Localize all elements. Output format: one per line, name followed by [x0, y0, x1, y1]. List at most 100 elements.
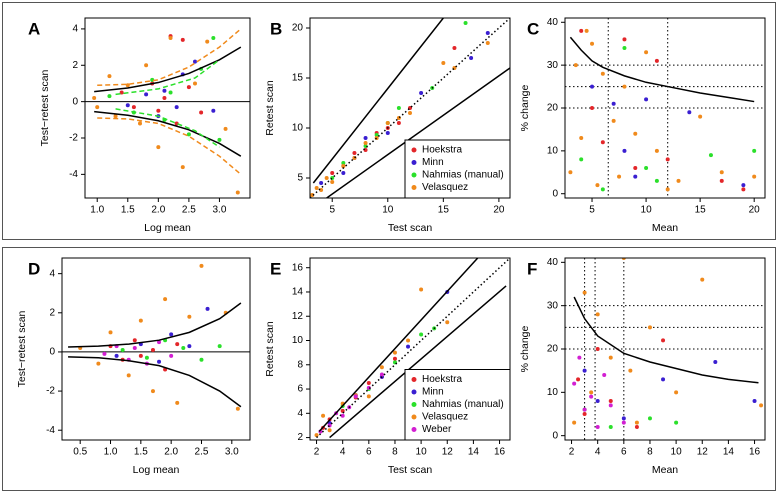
- x-tick-label: 6: [366, 447, 372, 458]
- point: [463, 21, 468, 25]
- point: [131, 105, 136, 110]
- fit-line: [68, 302, 242, 348]
- x-tick-label: 5: [329, 205, 335, 216]
- panel-letter: A: [28, 19, 40, 38]
- point: [719, 178, 724, 183]
- point: [392, 356, 397, 361]
- point: [419, 332, 424, 337]
- fit-line: [326, 67, 510, 198]
- legend-label: Velasquez: [422, 412, 468, 423]
- point: [114, 353, 119, 358]
- point: [235, 406, 240, 411]
- x-tick-label: 15: [695, 205, 707, 216]
- point: [647, 325, 652, 330]
- point: [469, 56, 474, 60]
- point: [600, 71, 605, 76]
- point: [144, 63, 149, 68]
- x-axis-label: Log mean: [144, 222, 191, 234]
- y-tick-label: 6: [297, 384, 303, 395]
- point: [379, 372, 384, 377]
- x-tick-label: 1.5: [134, 447, 148, 458]
- legend-marker: [411, 160, 417, 165]
- y-tick-label: 10: [292, 123, 304, 134]
- x-tick-label: 1.0: [104, 447, 118, 458]
- y-tick-label: 2: [49, 307, 55, 318]
- x-tick-label: 2: [569, 447, 575, 458]
- point: [608, 355, 613, 360]
- point: [132, 338, 137, 343]
- point: [95, 105, 100, 110]
- legend-box: [404, 369, 511, 441]
- x-tick-label: 16: [494, 447, 506, 458]
- point: [590, 84, 595, 89]
- x-tick-label: 4: [595, 447, 601, 458]
- point: [752, 399, 757, 403]
- fit-line: [97, 28, 242, 87]
- y-axis-label: % change: [519, 84, 531, 131]
- point: [752, 174, 757, 179]
- x-tick-label: 8: [647, 447, 653, 458]
- x-tick-label: 16: [749, 447, 761, 458]
- y-tick-label: 4: [297, 408, 303, 419]
- point: [644, 166, 649, 170]
- point: [385, 131, 390, 135]
- point: [665, 187, 670, 192]
- point: [661, 377, 666, 382]
- point: [169, 332, 174, 337]
- point: [187, 344, 192, 349]
- point: [590, 41, 595, 46]
- point: [186, 85, 191, 90]
- point: [374, 136, 379, 140]
- point: [579, 157, 584, 162]
- point: [445, 320, 450, 325]
- point: [622, 37, 627, 42]
- fit-line: [573, 296, 759, 384]
- point: [138, 121, 142, 126]
- x-axis-label: Mean: [652, 222, 678, 234]
- point: [319, 181, 324, 185]
- y-tick-label: 10: [292, 335, 304, 346]
- point: [235, 190, 240, 195]
- point: [572, 420, 577, 425]
- plot-area: [314, 258, 510, 439]
- x-tick-label: 14: [723, 447, 735, 458]
- point: [647, 416, 652, 421]
- point: [314, 433, 319, 438]
- point: [211, 36, 216, 40]
- point: [341, 164, 346, 168]
- point: [102, 351, 107, 356]
- point: [327, 423, 332, 428]
- point: [132, 346, 137, 351]
- point: [193, 81, 197, 86]
- point: [314, 186, 319, 190]
- fit-line: [312, 18, 444, 184]
- legend-marker: [411, 147, 417, 153]
- point: [396, 116, 401, 120]
- point: [175, 400, 180, 405]
- point: [186, 132, 191, 137]
- plot-area: [62, 263, 250, 411]
- panel-letter: E: [270, 259, 281, 278]
- point: [341, 171, 346, 175]
- point: [577, 355, 582, 360]
- point: [113, 114, 118, 119]
- y-tick-label: 20: [292, 23, 304, 34]
- y-tick-label: 0: [49, 347, 55, 358]
- point: [584, 28, 589, 33]
- point: [622, 148, 627, 153]
- point: [119, 90, 124, 95]
- point: [353, 394, 358, 399]
- point: [708, 153, 713, 158]
- y-tick-label: 8: [297, 359, 303, 370]
- x-tick-label: 2: [314, 447, 320, 458]
- point: [406, 344, 411, 349]
- point: [144, 355, 149, 360]
- legend-box: [404, 139, 511, 199]
- y-tick-label: -4: [69, 169, 78, 180]
- point: [223, 126, 228, 131]
- point: [621, 416, 626, 421]
- point: [634, 420, 639, 425]
- point: [759, 403, 764, 408]
- point: [205, 306, 210, 311]
- x-axis-label: Mean: [652, 464, 678, 476]
